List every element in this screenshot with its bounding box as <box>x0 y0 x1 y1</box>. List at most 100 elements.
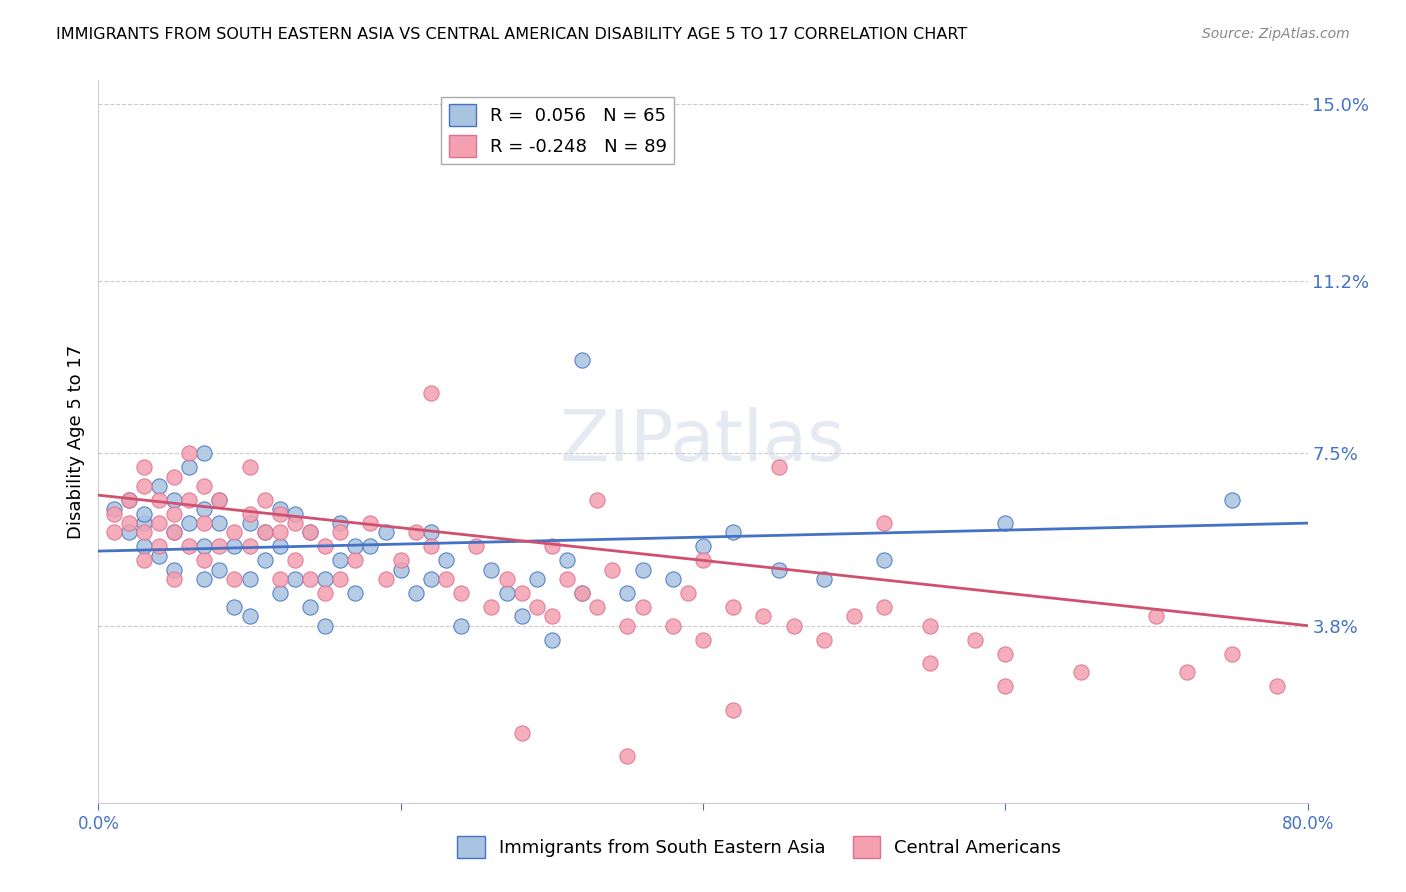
Point <box>253 525 276 540</box>
Point <box>163 507 186 521</box>
Point <box>918 656 941 670</box>
Point <box>616 749 638 764</box>
Point <box>239 516 262 530</box>
Point <box>481 563 503 577</box>
Point <box>360 516 382 530</box>
Y-axis label: Disability Age 5 to 17: Disability Age 5 to 17 <box>66 344 84 539</box>
Point <box>299 525 322 540</box>
Point <box>314 572 336 586</box>
Point <box>1220 647 1243 661</box>
Point <box>179 460 201 475</box>
Point <box>586 492 609 507</box>
Point <box>616 618 638 632</box>
Point <box>118 492 141 507</box>
Point <box>208 492 231 507</box>
Point <box>132 553 155 567</box>
Point <box>540 632 562 647</box>
Point <box>994 647 1017 661</box>
Point <box>103 507 125 521</box>
Point <box>873 553 896 567</box>
Point <box>179 446 201 460</box>
Point <box>299 600 322 615</box>
Point <box>465 540 488 554</box>
Point <box>405 525 427 540</box>
Point <box>284 516 307 530</box>
Point <box>434 572 457 586</box>
Point <box>873 600 896 615</box>
Point <box>314 540 336 554</box>
Point <box>616 586 638 600</box>
Point <box>132 540 155 554</box>
Point <box>420 540 443 554</box>
Point <box>269 502 291 516</box>
Point <box>450 586 472 600</box>
Point <box>208 563 231 577</box>
Point <box>239 507 262 521</box>
Point <box>768 563 790 577</box>
Point <box>434 553 457 567</box>
Point <box>118 525 141 540</box>
Point <box>103 525 125 540</box>
Point <box>1267 679 1289 693</box>
Point <box>586 600 609 615</box>
Point <box>420 525 443 540</box>
Point <box>118 516 141 530</box>
Legend: Immigrants from South Eastern Asia, Central Americans: Immigrants from South Eastern Asia, Cent… <box>450 829 1069 865</box>
Point <box>208 492 231 507</box>
Point <box>526 572 548 586</box>
Point <box>783 618 806 632</box>
Point <box>571 586 593 600</box>
Point <box>994 679 1017 693</box>
Point <box>299 572 322 586</box>
Point <box>994 516 1017 530</box>
Point <box>148 479 170 493</box>
Point <box>420 572 443 586</box>
Point <box>329 572 352 586</box>
Point <box>269 525 291 540</box>
Point <box>389 553 412 567</box>
Point <box>148 549 170 563</box>
Point <box>420 385 443 400</box>
Point <box>269 507 291 521</box>
Point <box>163 469 186 483</box>
Point <box>813 572 835 586</box>
Point <box>179 516 201 530</box>
Point <box>239 572 262 586</box>
Point <box>510 586 533 600</box>
Point <box>676 586 699 600</box>
Point <box>253 553 276 567</box>
Point <box>540 540 562 554</box>
Point <box>269 540 291 554</box>
Text: ZIPatlas: ZIPatlas <box>560 407 846 476</box>
Point <box>224 525 246 540</box>
Point <box>631 600 654 615</box>
Point <box>148 540 170 554</box>
Point <box>193 446 215 460</box>
Point <box>284 553 307 567</box>
Point <box>360 540 382 554</box>
Point <box>495 586 517 600</box>
Point <box>163 572 186 586</box>
Point <box>118 492 141 507</box>
Point <box>284 572 307 586</box>
Point <box>661 572 683 586</box>
Point <box>193 572 215 586</box>
Point <box>813 632 835 647</box>
Point <box>389 563 412 577</box>
Point <box>132 479 155 493</box>
Point <box>1220 492 1243 507</box>
Point <box>163 563 186 577</box>
Point <box>510 609 533 624</box>
Point <box>253 492 276 507</box>
Point <box>253 525 276 540</box>
Point <box>1175 665 1198 680</box>
Point <box>193 479 215 493</box>
Point <box>723 525 745 540</box>
Point <box>148 492 170 507</box>
Point <box>132 516 155 530</box>
Point <box>344 540 367 554</box>
Point <box>405 586 427 600</box>
Point <box>193 553 215 567</box>
Point <box>844 609 866 624</box>
Point <box>692 632 714 647</box>
